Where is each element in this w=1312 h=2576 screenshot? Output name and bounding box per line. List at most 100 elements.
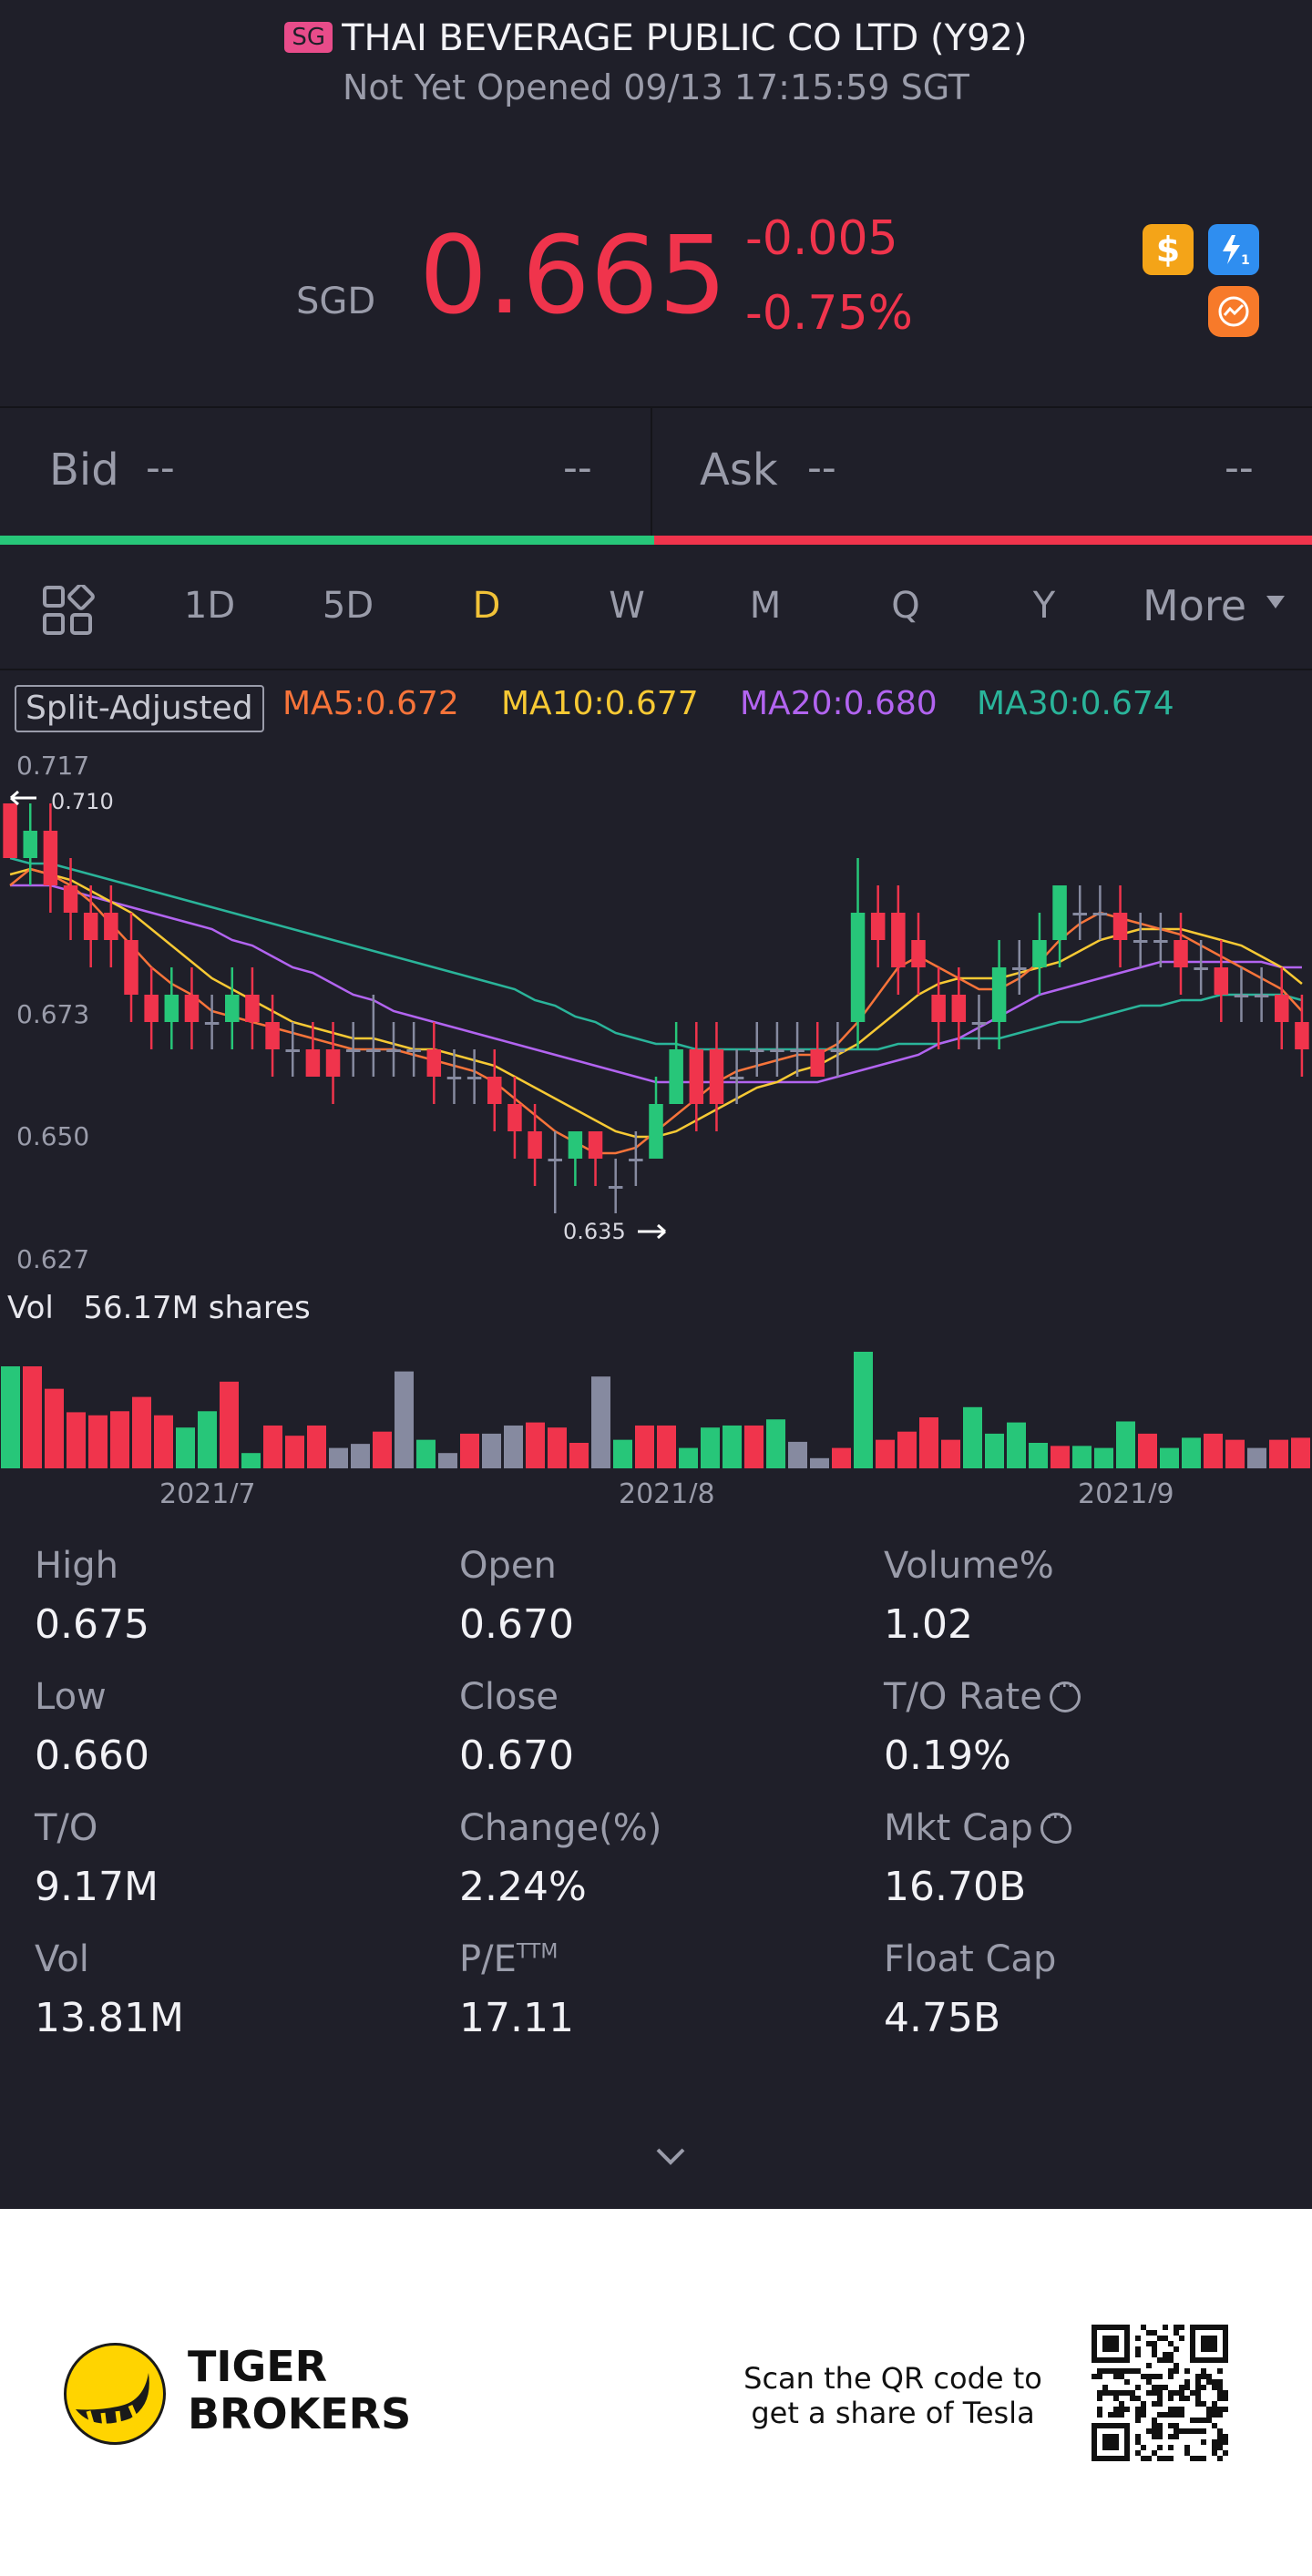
candle <box>588 1131 603 1186</box>
candle-body <box>43 831 58 885</box>
qr-module <box>1174 2407 1179 2412</box>
qr-module <box>1168 2445 1174 2450</box>
qr-module <box>1201 2385 1206 2390</box>
candle-body <box>991 967 1007 1022</box>
candle-body <box>104 913 118 940</box>
candle <box>548 1131 562 1213</box>
candle <box>850 858 866 1049</box>
tab-y[interactable]: Y <box>1032 585 1056 627</box>
ask-label: Ask <box>700 445 778 496</box>
tab-1d[interactable]: 1D <box>183 585 236 627</box>
candle <box>1234 967 1249 1022</box>
stat-label-with-info: Mkt Cap <box>884 1804 1071 1849</box>
qr-module <box>1174 2325 1179 2330</box>
volume-bar <box>1007 1422 1026 1468</box>
qr-module <box>1157 2336 1163 2341</box>
qr-module <box>1157 2445 1163 2450</box>
stat-label: Vol <box>35 1938 89 1980</box>
qr-module <box>1119 2401 1124 2407</box>
volume-bar <box>1072 1446 1092 1468</box>
candle-body <box>184 995 200 1022</box>
more-periods-button[interactable]: More <box>1143 581 1247 630</box>
split-adjusted-toggle[interactable]: Split-Adjusted <box>15 685 264 732</box>
qr-module <box>1223 2407 1228 2412</box>
y-tick-label: 0.717 <box>16 751 89 781</box>
trend-icon[interactable] <box>1208 286 1259 337</box>
caret-down-icon[interactable] <box>1266 596 1285 608</box>
qr-module <box>1135 2412 1141 2418</box>
high-marker: 0.710 <box>10 789 114 814</box>
bid-ratio-bar <box>0 536 654 545</box>
candlestick-chart[interactable]: 0.717 0.673 0.650 0.627 0.710 0.635 2021… <box>0 729 1312 1503</box>
stock-detail-screen: SG THAI BEVERAGE PUBLIC CO LTD (Y92) Not … <box>0 0 1312 2209</box>
candle <box>144 967 159 1049</box>
candle <box>204 995 220 1049</box>
volume-bar <box>220 1381 239 1468</box>
tab-5d[interactable]: 5D <box>322 585 374 627</box>
qr-module <box>1195 2374 1201 2379</box>
qr-module <box>1102 2390 1108 2396</box>
candle-body <box>911 940 926 967</box>
brand-line2: BROKERS <box>188 2389 412 2438</box>
volume-bar <box>1029 1443 1048 1468</box>
currency-label: SGD <box>296 281 376 322</box>
market-badge: SG <box>284 22 333 53</box>
qr-module <box>1195 2379 1201 2385</box>
qr-module <box>1152 2374 1157 2379</box>
qr-module <box>1212 2439 1217 2445</box>
candle <box>164 967 179 1049</box>
chevron-down-icon[interactable] <box>652 2139 689 2175</box>
candle-body <box>608 1186 623 1189</box>
more-info-icon[interactable] <box>1049 1673 1081 1712</box>
divider <box>0 406 1312 408</box>
y-axis: 0.717 0.673 0.650 0.627 <box>16 751 89 1274</box>
tab-q[interactable]: Q <box>891 585 920 627</box>
volume-bar <box>198 1411 217 1468</box>
qr-module <box>1152 2450 1157 2456</box>
bid-price: -- <box>146 445 175 491</box>
candle <box>991 940 1007 1049</box>
candle <box>345 1022 361 1077</box>
candle <box>466 1049 482 1104</box>
qr-caption: Scan the QR code to get a share of Tesla <box>720 2361 1066 2430</box>
volume-bar <box>810 1457 829 1468</box>
candle-body <box>245 995 260 1022</box>
qr-module <box>1212 2450 1217 2456</box>
qr-module <box>1179 2407 1184 2412</box>
candle-body <box>951 995 967 1022</box>
candle <box>629 1131 643 1186</box>
candle <box>750 1022 764 1077</box>
candle-body <box>204 1022 220 1025</box>
qr-module <box>1163 2412 1168 2418</box>
qr-module <box>1141 2456 1146 2461</box>
qr-module <box>1102 2368 1108 2374</box>
stock-name: THAI BEVERAGE PUBLIC CO LTD (Y92) <box>342 17 1028 59</box>
qr-module <box>1146 2363 1152 2368</box>
flash-icon[interactable]: 1 <box>1208 224 1259 275</box>
candle-body <box>709 1049 724 1104</box>
qr-module <box>1206 2379 1212 2385</box>
tab-d[interactable]: D <box>472 585 501 627</box>
qr-module <box>1190 2456 1195 2461</box>
qr-module <box>1195 2401 1201 2407</box>
stat-label-with-info: T/O Rate <box>884 1673 1081 1718</box>
more-info-icon[interactable] <box>1040 1804 1071 1844</box>
candle <box>83 885 98 967</box>
price-change: -0.005 <box>745 211 898 266</box>
qr-module <box>1097 2390 1102 2396</box>
qr-module <box>1152 2352 1157 2357</box>
layout-grid-icon[interactable] <box>42 585 95 638</box>
qr-module <box>1195 2456 1201 2461</box>
qr-module <box>1119 2374 1124 2379</box>
last-price: 0.665 <box>419 212 727 338</box>
dollar-icon[interactable]: $ <box>1143 224 1194 275</box>
y-tick-label: 0.627 <box>16 1244 89 1274</box>
tab-w[interactable]: W <box>609 585 645 627</box>
volume-bar <box>526 1422 545 1468</box>
volume-bar <box>438 1453 457 1468</box>
volume-bar <box>263 1425 282 1468</box>
candle <box>729 1049 744 1104</box>
stat-value: 1.02 <box>884 1601 973 1648</box>
tab-m[interactable]: M <box>749 585 782 627</box>
qr-module <box>1212 2412 1217 2418</box>
